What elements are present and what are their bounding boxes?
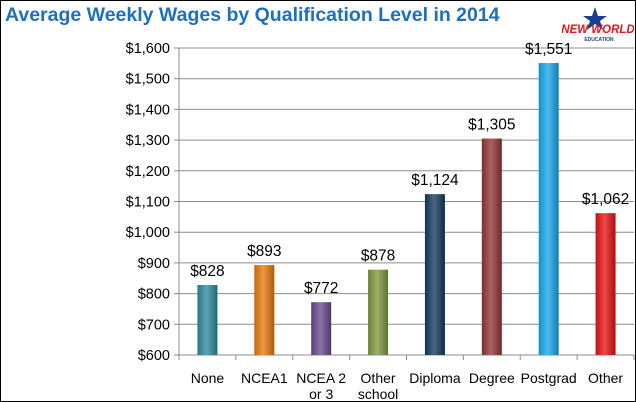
category-label: NCEA 2 bbox=[296, 370, 346, 386]
chart-title: Average Weekly Wages by Qualification Le… bbox=[5, 4, 500, 26]
star-icon bbox=[583, 7, 607, 30]
y-tick-label: $1,000 bbox=[126, 225, 170, 241]
bars bbox=[197, 63, 616, 355]
category-label: Postgrad bbox=[521, 370, 577, 386]
logo-text-line2: EDUCATION bbox=[584, 37, 614, 43]
y-tick-label: $800 bbox=[138, 287, 170, 303]
y-tick-label: $1,200 bbox=[126, 164, 170, 180]
y-tick-label: $700 bbox=[138, 317, 170, 333]
y-tick-label: $900 bbox=[138, 256, 170, 272]
y-tick-label: $1,400 bbox=[126, 102, 170, 118]
category-label: school bbox=[358, 386, 398, 401]
bar bbox=[538, 63, 559, 355]
new-world-education-logo: NEW WORLD EDUCATION bbox=[562, 7, 634, 43]
bar bbox=[424, 194, 445, 355]
bar bbox=[481, 138, 502, 355]
bar bbox=[254, 265, 275, 355]
data-label: $1,551 bbox=[525, 41, 572, 58]
logo-text-line1: NEW WORLD bbox=[562, 24, 634, 36]
category-label: or 3 bbox=[309, 386, 333, 401]
data-labels: $828 $893 $772 $878 $1,124 $1,305 $1,551 $1,062 bbox=[190, 41, 629, 297]
data-label: $878 bbox=[361, 248, 395, 265]
y-tick-label: $1,500 bbox=[126, 72, 170, 88]
bar bbox=[595, 213, 616, 355]
category-label: Degree bbox=[469, 370, 515, 386]
data-label: $1,062 bbox=[582, 191, 629, 208]
category-label: None bbox=[191, 370, 225, 386]
bar bbox=[368, 269, 389, 355]
y-tick-label: $1,600 bbox=[126, 41, 170, 57]
bar bbox=[197, 285, 218, 355]
data-label: $1,305 bbox=[468, 117, 515, 134]
y-tick-label: $1,100 bbox=[126, 195, 170, 211]
category-label: NCEA1 bbox=[241, 370, 288, 386]
category-label: Other bbox=[361, 370, 396, 386]
category-label: Other bbox=[588, 370, 623, 386]
data-label: $1,124 bbox=[411, 172, 459, 189]
y-tick-label: $1,300 bbox=[126, 133, 170, 149]
data-label: $893 bbox=[247, 243, 281, 260]
bar bbox=[311, 302, 332, 355]
data-label: $828 bbox=[190, 263, 224, 280]
axes bbox=[174, 47, 635, 360]
data-label: $772 bbox=[304, 280, 338, 297]
category-label: Diploma bbox=[409, 370, 461, 386]
y-tick-label: $600 bbox=[138, 348, 170, 364]
y-tick-labels: $600 $700 $800 $900 $1,000 $1,100 $1,200 $1,300… bbox=[126, 41, 170, 364]
gridlines bbox=[179, 47, 634, 325]
